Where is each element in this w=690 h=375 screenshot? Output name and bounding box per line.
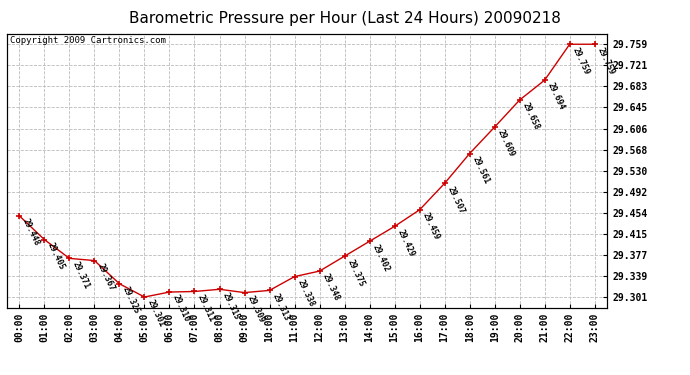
- Text: 29.561: 29.561: [471, 155, 491, 185]
- Text: 29.507: 29.507: [446, 185, 466, 215]
- Text: 29.658: 29.658: [521, 101, 542, 132]
- Text: 29.694: 29.694: [546, 81, 566, 112]
- Text: 29.301: 29.301: [146, 298, 166, 329]
- Text: 29.405: 29.405: [46, 241, 66, 272]
- Text: Barometric Pressure per Hour (Last 24 Hours) 20090218: Barometric Pressure per Hour (Last 24 Ho…: [129, 11, 561, 26]
- Text: 29.402: 29.402: [371, 243, 391, 273]
- Text: 29.367: 29.367: [96, 262, 117, 292]
- Text: 29.325: 29.325: [121, 285, 141, 315]
- Text: 29.448: 29.448: [21, 217, 41, 248]
- Text: 29.759: 29.759: [596, 46, 617, 76]
- Text: 29.313: 29.313: [271, 292, 291, 322]
- Text: 29.759: 29.759: [571, 46, 591, 76]
- Text: 29.429: 29.429: [396, 228, 417, 258]
- Text: 29.348: 29.348: [321, 273, 342, 303]
- Text: 29.371: 29.371: [71, 260, 91, 290]
- Text: 29.310: 29.310: [171, 293, 191, 324]
- Text: 29.311: 29.311: [196, 293, 217, 323]
- Text: 29.459: 29.459: [421, 211, 442, 242]
- Text: 29.315: 29.315: [221, 291, 242, 321]
- Text: 29.338: 29.338: [296, 278, 317, 308]
- Text: 29.375: 29.375: [346, 258, 366, 288]
- Text: 29.609: 29.609: [496, 128, 517, 159]
- Text: Copyright 2009 Cartronics.com: Copyright 2009 Cartronics.com: [10, 36, 166, 45]
- Text: 29.309: 29.309: [246, 294, 266, 324]
